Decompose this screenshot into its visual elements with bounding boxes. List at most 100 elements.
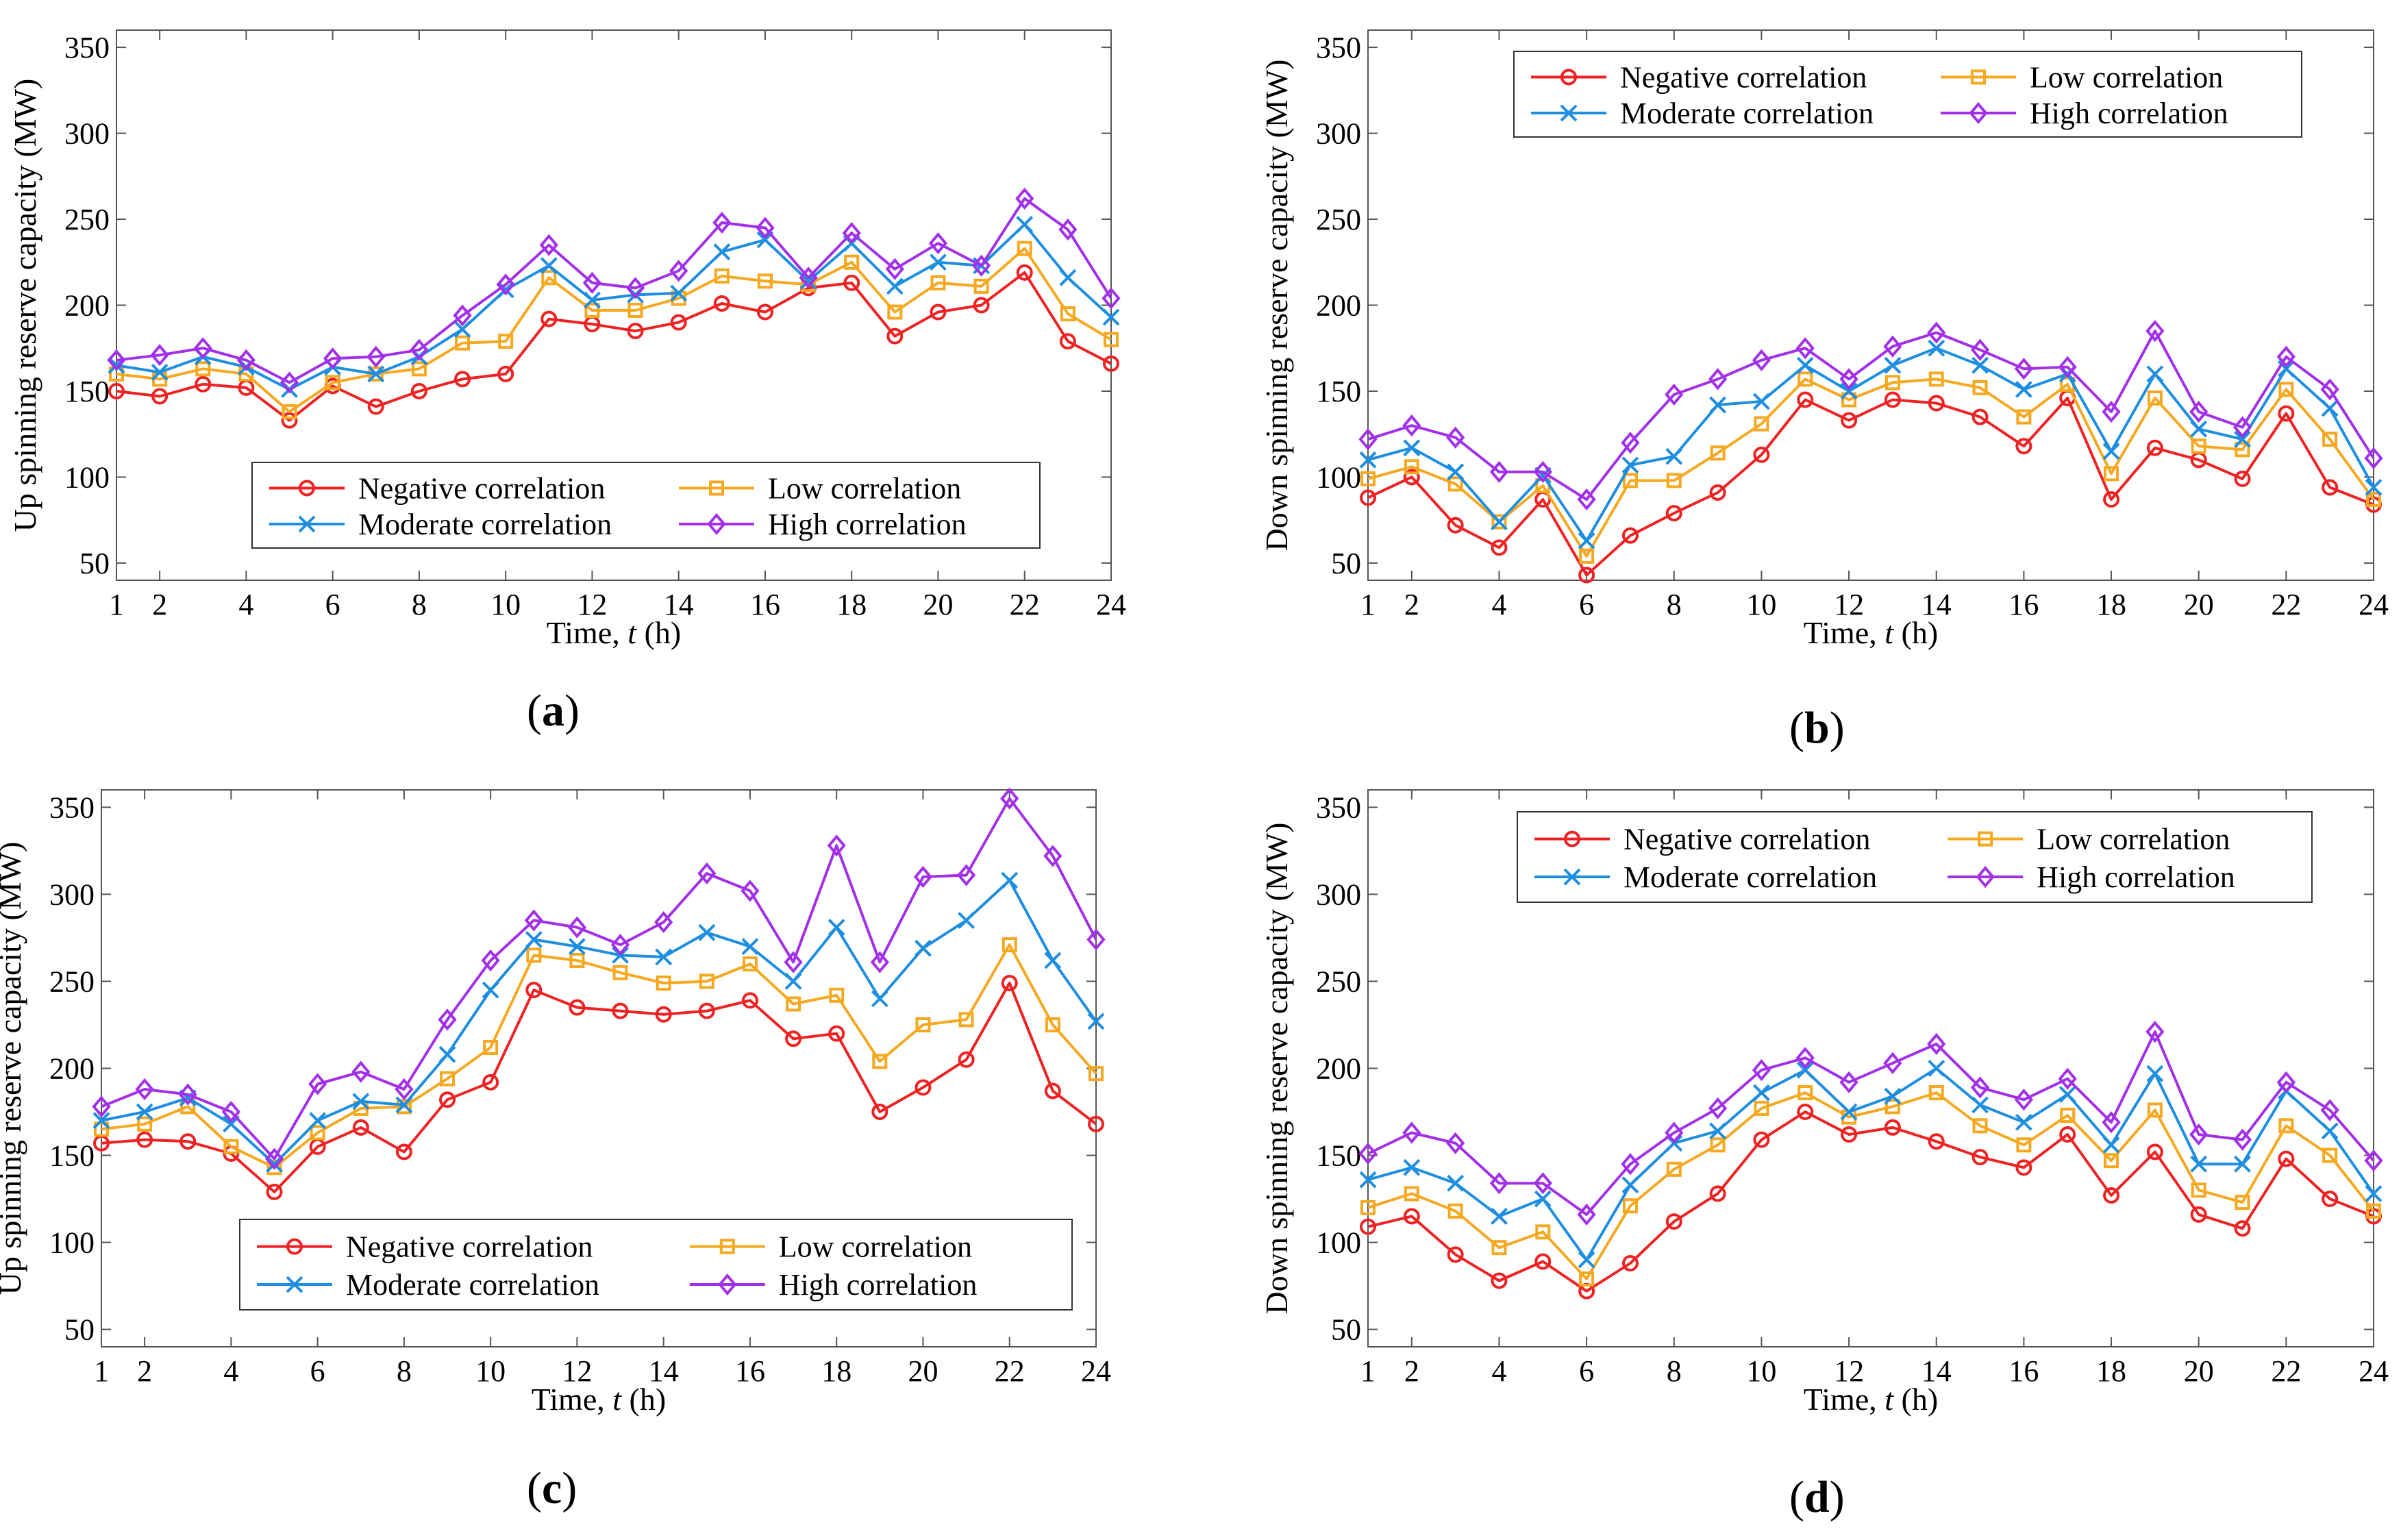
marker-3-1 [1622, 1198, 1638, 1214]
marker-3-0 [1491, 1272, 1508, 1289]
x-tick-label: 1 [1360, 1354, 1376, 1388]
marker-0-3 [842, 222, 861, 245]
marker-2-1 [526, 947, 542, 963]
marker-0-1 [930, 275, 946, 290]
marker-0-1 [455, 335, 471, 351]
marker-2-1 [483, 1040, 499, 1056]
marker-1-3 [2014, 358, 2034, 380]
marker-1-0 [2103, 491, 2120, 508]
marker-1-3 [1708, 368, 1728, 390]
legend-box [251, 462, 1041, 549]
legend-label: Low correlation [2030, 61, 2223, 95]
x-axis-label: Time, t (h) [547, 615, 681, 650]
marker-2-2 [136, 1103, 153, 1121]
marker-2-3 [956, 864, 976, 886]
series-2 [1359, 339, 2383, 549]
marker-2-0 [179, 1133, 197, 1150]
marker-0-3 [1015, 187, 1034, 210]
marker-3-0 [1564, 830, 1580, 847]
marker-2-2 [395, 1096, 413, 1114]
marker-2-3 [178, 1083, 197, 1106]
marker-2-3 [308, 1073, 327, 1095]
marker-0-3 [582, 271, 602, 294]
marker-1-2 [1753, 393, 1770, 410]
y-tick-label: 350 [1316, 31, 1361, 64]
marker-1-2 [2365, 479, 2383, 496]
x-tick-label: 10 [475, 1354, 506, 1388]
y-tick-label: 200 [1316, 1052, 1361, 1086]
x-tick-label: 10 [1746, 1354, 1776, 1388]
marker-3-3 [2014, 1089, 2034, 1111]
series-line [101, 982, 1097, 1193]
x-tick-label: 22 [2271, 1354, 2301, 1388]
x-tick-label: 22 [1010, 588, 1040, 621]
legend: Negative correlation Low correlation Moder… [239, 1219, 1073, 1311]
marker-1-2 [1884, 356, 1902, 374]
x-axis-label: Time, t (h) [1804, 1382, 1938, 1417]
marker-3-0 [2234, 1220, 2251, 1237]
marker-1-0 [1709, 484, 1726, 501]
marker-1-2 [1403, 439, 1421, 457]
marker-1-3 [1883, 335, 1902, 358]
marker-0-1 [1104, 332, 1119, 347]
marker-1-3 [1358, 428, 1378, 451]
marker-1-2 [2321, 399, 2339, 417]
marker-0-3 [453, 304, 472, 327]
marker-3-0 [1709, 1185, 1726, 1202]
y-tick-label: 50 [1331, 547, 1361, 580]
marker-2-1 [699, 973, 714, 989]
marker-2-2 [352, 1093, 370, 1110]
marker-2-1 [786, 996, 801, 1012]
y-axis-label: Up spinning reserve capacity (MW) [0, 842, 27, 1295]
marker-2-2 [958, 912, 975, 929]
marker-1-1 [1971, 69, 1986, 85]
x-tick-label: 16 [2008, 588, 2039, 621]
marker-3-0 [1797, 1104, 1814, 1121]
x-tick-label: 20 [2184, 1354, 2214, 1388]
marker-0-3 [279, 371, 299, 394]
marker-0-0 [973, 297, 990, 314]
marker-0-3 [410, 338, 429, 361]
y-tick-label: 350 [64, 31, 110, 64]
marker-3-2 [1534, 1190, 1552, 1208]
marker-2-0 [915, 1079, 932, 1096]
y-tick-label: 250 [49, 965, 95, 998]
marker-3-0 [1665, 1213, 1682, 1230]
marker-2-0 [482, 1073, 499, 1091]
x-tick-label: 12 [562, 1354, 592, 1388]
legend-box [1517, 811, 2313, 903]
marker-1-1 [2104, 466, 2119, 482]
marker-3-2 [2365, 1185, 2383, 1202]
marker-1-3 [1752, 349, 1771, 371]
series-line [1367, 1067, 2375, 1261]
marker-2-0 [1001, 975, 1018, 992]
marker-3-0 [2103, 1187, 2120, 1204]
x-tick-label: 8 [1667, 588, 1682, 621]
marker-1-2 [1447, 463, 1465, 481]
marker-2-3 [1000, 787, 1019, 810]
marker-3-1 [1710, 1137, 1726, 1153]
marker-1-0 [2015, 438, 2032, 455]
marker-3-2 [1884, 1087, 1902, 1105]
marker-2-2 [915, 939, 932, 957]
x-tick-label: 18 [821, 1354, 851, 1388]
x-tick-label: 2 [137, 1354, 152, 1388]
marker-3-3 [2102, 1111, 2121, 1134]
x-tick-label: 6 [325, 588, 340, 621]
marker-0-1 [844, 254, 860, 270]
marker-1-3 [2058, 356, 2077, 378]
y-tick-label: 100 [64, 460, 110, 494]
marker-3-1 [1447, 1203, 1463, 1219]
marker-0-3 [323, 347, 343, 370]
marker-1-0 [1884, 391, 1901, 408]
marker-0-2 [497, 281, 514, 299]
y-tick-label: 100 [1316, 460, 1361, 494]
marker-1-3 [1970, 338, 1990, 361]
x-tick-label: 6 [1579, 588, 1594, 621]
marker-2-3 [395, 1078, 414, 1101]
marker-3-1 [1978, 831, 1993, 847]
marker-1-0 [1971, 408, 1989, 425]
marker-1-0 [1665, 505, 1682, 522]
marker-3-2 [2058, 1086, 2076, 1104]
